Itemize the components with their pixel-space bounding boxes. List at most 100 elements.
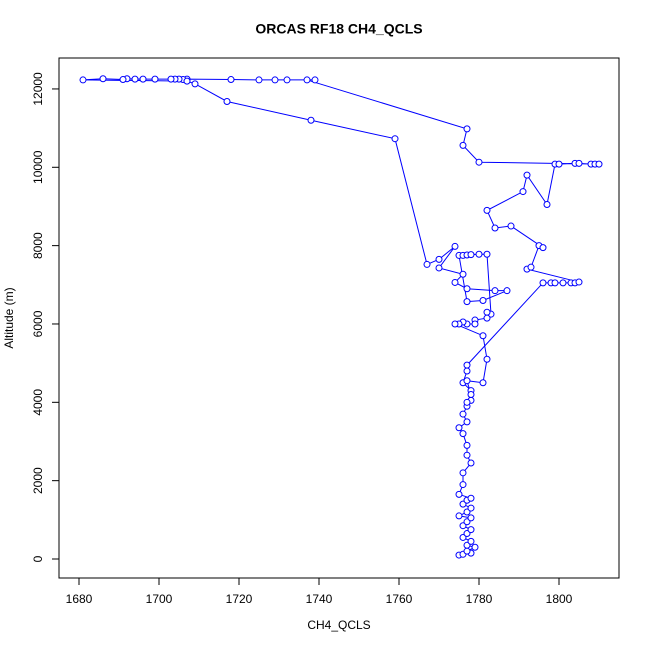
data-point	[435, 255, 443, 263]
data-point	[463, 125, 471, 133]
data-point	[463, 418, 471, 426]
data-point	[119, 76, 127, 84]
data-point	[543, 201, 551, 209]
data-point	[227, 76, 235, 84]
y-tick-label: 6000	[31, 310, 45, 337]
data-point	[539, 244, 547, 252]
data-point	[479, 379, 487, 387]
y-tick-label: 8000	[31, 232, 45, 259]
x-tick-label: 1800	[546, 592, 573, 606]
data-point	[191, 80, 199, 88]
y-tick-label: 12000	[31, 72, 45, 106]
y-tick-label: 10000	[31, 150, 45, 184]
data-point	[167, 75, 175, 83]
data-point	[479, 332, 487, 340]
data-point	[467, 459, 475, 467]
data-point	[255, 76, 263, 84]
data-point	[523, 171, 531, 179]
x-tick-label: 1700	[146, 592, 173, 606]
data-point	[459, 410, 467, 418]
data-point	[463, 298, 471, 306]
data-point	[451, 242, 459, 250]
data-point	[435, 264, 443, 272]
x-tick-label: 1680	[66, 592, 93, 606]
data-point	[507, 222, 515, 230]
data-point	[99, 75, 107, 83]
data-point	[483, 314, 491, 322]
x-tick-label: 1720	[226, 592, 253, 606]
y-tick-label: 2000	[31, 467, 45, 494]
data-point	[475, 158, 483, 166]
data-point	[555, 160, 563, 168]
data-point	[503, 287, 511, 295]
x-axis-label: CH4_QCLS	[307, 618, 370, 632]
data-point	[483, 355, 491, 363]
data-point	[455, 490, 463, 498]
x-tick-label: 1760	[386, 592, 413, 606]
data-point	[467, 494, 475, 502]
data-point	[491, 287, 499, 295]
data-point	[451, 278, 459, 286]
x-tick-label: 1740	[306, 592, 333, 606]
data-point	[459, 141, 467, 149]
y-axis-label: Altitude (m)	[2, 287, 16, 348]
data-point	[131, 75, 139, 83]
data-point	[223, 97, 231, 105]
data-point	[311, 76, 319, 84]
data-line	[82, 78, 600, 556]
data-point	[467, 504, 475, 512]
data-point	[459, 481, 467, 489]
data-point	[479, 296, 487, 304]
data-point	[463, 285, 471, 293]
data-point	[459, 469, 467, 477]
data-point	[463, 451, 471, 459]
data-point	[471, 543, 479, 551]
data-point	[139, 75, 147, 83]
data-point	[471, 320, 479, 328]
data-point	[551, 279, 559, 287]
data-point	[459, 270, 467, 278]
data-point	[303, 76, 311, 84]
data-point	[463, 367, 471, 375]
data-point	[271, 76, 279, 84]
data-point	[519, 188, 527, 196]
data-point	[455, 424, 463, 432]
chart-title: ORCAS RF18 CH4_QCLS	[255, 21, 422, 37]
data-point	[79, 76, 87, 84]
data-point	[423, 260, 431, 268]
data-point	[467, 514, 475, 522]
data-point	[491, 224, 499, 232]
data-point	[483, 250, 491, 258]
data-point	[183, 77, 191, 85]
data-point	[575, 159, 583, 167]
data-point	[527, 263, 535, 271]
data-point	[483, 308, 491, 316]
data-point	[459, 430, 467, 438]
data-point	[463, 398, 471, 406]
data-point	[483, 206, 491, 214]
y-tick-label: 0	[31, 555, 45, 562]
plot-frame	[58, 57, 620, 579]
data-point	[467, 390, 475, 398]
data-point	[151, 75, 159, 83]
y-tick-label: 4000	[31, 389, 45, 416]
data-point	[283, 76, 291, 84]
data-point	[455, 512, 463, 520]
data-point	[307, 116, 315, 124]
data-point	[391, 135, 399, 143]
data-point	[467, 526, 475, 534]
data-point	[559, 279, 567, 287]
data-point	[463, 377, 471, 385]
data-point	[467, 537, 475, 545]
data-point	[595, 160, 603, 168]
data-point	[475, 250, 483, 258]
data-point	[575, 278, 583, 286]
data-point	[463, 441, 471, 449]
data-point	[463, 547, 471, 555]
data-point	[467, 251, 475, 259]
data-point	[463, 361, 471, 369]
data-point	[451, 320, 459, 328]
data-point	[539, 279, 547, 287]
x-tick-label: 1780	[466, 592, 493, 606]
